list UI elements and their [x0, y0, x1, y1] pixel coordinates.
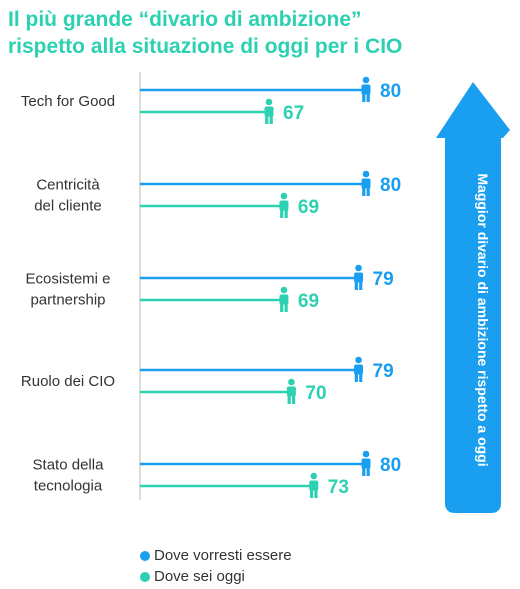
value-label-desired-1: 80: [380, 175, 401, 196]
category-label-2: Ecosistemi e partnership: [25, 271, 110, 309]
category-label-4-line-0: Stato della: [33, 457, 105, 474]
marker-desired-4-leg-right: [366, 467, 370, 476]
marker-today-0-head: [265, 98, 273, 106]
marker-today-2-leg-left: [280, 303, 284, 312]
marker-desired-2: [354, 264, 364, 290]
marker-desired-0-head: [362, 76, 370, 84]
marker-today-2-torso: [279, 294, 289, 305]
ambition-arrow: [436, 82, 510, 513]
marker-today-3-head: [288, 378, 295, 386]
category-label-1: Centricità del cliente: [34, 177, 102, 215]
legend: Dove vorresti essere Dove sei oggi: [140, 545, 292, 587]
marker-today-4-leg-left: [309, 489, 314, 498]
marker-today-1-leg-left: [280, 209, 284, 218]
value-label-today-2: 69: [298, 291, 319, 312]
value-label-desired-0: 80: [380, 81, 401, 102]
category-label-4: Stato della tecnologia: [33, 457, 105, 495]
marker-today-0-leg-left: [265, 115, 269, 124]
marker-today-2-head: [280, 286, 288, 294]
marker-today-1-head: [280, 192, 288, 200]
category-label-1-line-1: del cliente: [34, 198, 102, 215]
marker-desired-2-leg-right: [359, 281, 363, 290]
chart-title: Il più grande “divario di ambizione” ris…: [8, 6, 488, 60]
marker-desired-1-head: [362, 170, 370, 178]
marker-today-3: [286, 378, 296, 404]
chart-title-line-2: rispetto alla situazione di oggi per i C…: [8, 35, 403, 58]
legend-dot-today: [140, 571, 150, 582]
marker-desired-0: [361, 76, 371, 102]
marker-desired-3-head: [355, 356, 362, 364]
marker-today-3-leg-left: [287, 395, 291, 404]
marker-today-2-leg-right: [284, 303, 288, 312]
marker-desired-0-leg-right: [366, 93, 370, 102]
marker-today-3-leg-right: [291, 395, 296, 404]
category-label-1-line-0: Centricità: [36, 177, 100, 194]
category-label-2-line-1: partnership: [30, 292, 105, 309]
marker-today-1-torso: [279, 200, 289, 211]
legend-item-today: Dove sei oggi: [140, 566, 292, 587]
marker-desired-3-leg-left: [354, 373, 358, 382]
category-label-3-line-0: Ruolo dei CIO: [21, 373, 115, 390]
category-label-0-line-0: Tech for Good: [21, 93, 115, 110]
marker-desired-2-torso: [354, 272, 364, 283]
category-label-4-line-1: tecnologia: [34, 478, 103, 495]
value-label-desired-3: 79: [373, 361, 394, 382]
legend-label-desired: Dove vorresti essere: [154, 547, 292, 564]
marker-desired-3-torso: [354, 364, 364, 375]
marker-today-2: [279, 286, 289, 312]
marker-desired-2-leg-left: [354, 281, 358, 290]
marker-desired-0-torso: [361, 84, 371, 95]
marker-today-3-torso: [286, 386, 296, 397]
marker-desired-3: [354, 356, 364, 382]
marker-today-4: [309, 472, 319, 498]
legend-label-today: Dove sei oggi: [154, 568, 245, 585]
marker-today-4-leg-right: [314, 489, 318, 498]
chart-title-line-1: Il più grande “divario di ambizione”: [8, 8, 362, 31]
marker-today-0-torso: [264, 106, 274, 117]
marker-desired-1-torso: [361, 178, 371, 189]
marker-today-0-leg-right: [269, 115, 273, 124]
marker-today-4-head: [310, 472, 318, 480]
marker-today-0: [264, 98, 274, 124]
value-label-today-1: 69: [298, 197, 319, 218]
value-label-today-4: 73: [328, 477, 349, 498]
marker-desired-4-leg-left: [362, 467, 366, 476]
category-label-0: Tech for Good: [21, 93, 115, 110]
marker-today-1: [279, 192, 289, 218]
marker-desired-2-head: [355, 264, 362, 272]
value-label-today-0: 67: [283, 103, 304, 124]
marker-today-4-torso: [309, 480, 319, 491]
legend-item-desired: Dove vorresti essere: [140, 545, 292, 566]
marker-desired-3-leg-right: [359, 373, 363, 382]
marker-desired-4-torso: [361, 458, 371, 469]
value-label-today-3: 70: [305, 383, 326, 404]
arrow-label: Maggior divario di ambizione rispetto a …: [475, 173, 491, 466]
marker-desired-4-head: [362, 450, 370, 458]
marker-desired-4: [361, 450, 371, 476]
value-label-desired-4: 80: [380, 455, 401, 476]
legend-dot-desired: [140, 550, 150, 561]
marker-desired-1-leg-right: [366, 187, 370, 196]
marker-desired-1-leg-left: [362, 187, 366, 196]
category-label-3: Ruolo dei CIO: [21, 373, 115, 390]
marker-desired-1: [361, 170, 371, 196]
value-label-desired-2: 79: [373, 269, 394, 290]
marker-today-1-leg-right: [284, 209, 288, 218]
category-label-2-line-0: Ecosistemi e: [25, 271, 110, 288]
marker-desired-0-leg-left: [362, 93, 366, 102]
